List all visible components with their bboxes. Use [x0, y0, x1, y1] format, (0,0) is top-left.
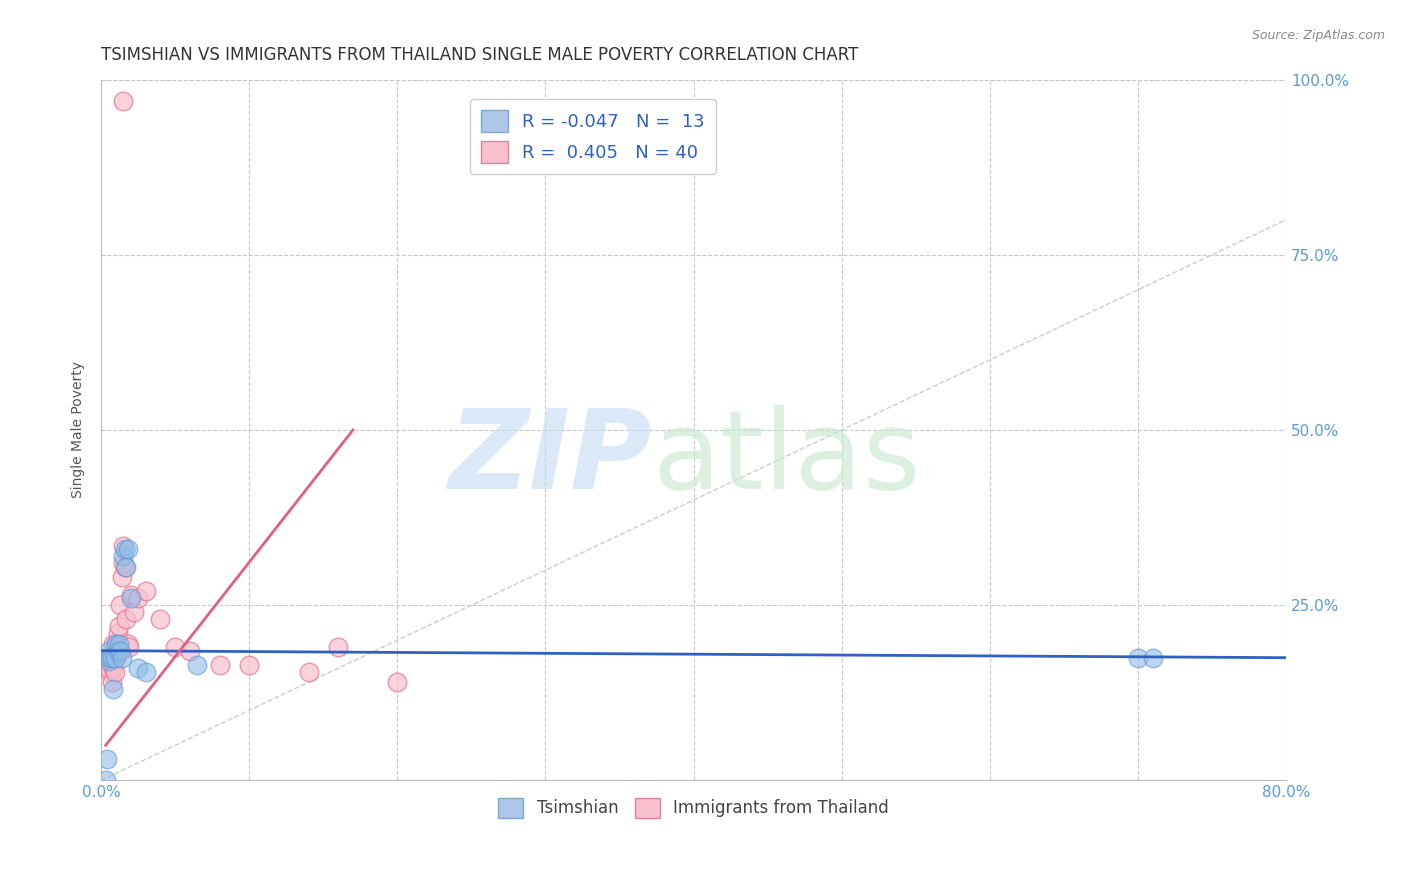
Point [165, 640, 187, 655]
Point [149, 612, 172, 626]
Point [238, 657, 260, 672]
Point [108, 637, 131, 651]
Point [101, 637, 124, 651]
Point [110, 643, 132, 657]
Point [122, 605, 145, 619]
Point [98, 665, 121, 679]
Point [108, 619, 131, 633]
Point [94, 650, 117, 665]
Point [297, 665, 319, 679]
Point [94, 773, 117, 788]
Point [208, 657, 231, 672]
Point [105, 650, 128, 665]
Point [114, 542, 136, 557]
Point [96, 661, 118, 675]
Point [120, 588, 142, 602]
Point [135, 584, 157, 599]
Point [111, 570, 134, 584]
Point [101, 661, 124, 675]
Point [179, 643, 201, 657]
Y-axis label: Single Male Poverty: Single Male Poverty [72, 361, 86, 499]
Point [98, 650, 121, 665]
Point [103, 650, 125, 665]
Point [1142, 650, 1164, 665]
Point [100, 675, 122, 690]
Point [112, 549, 135, 563]
Point [328, 640, 350, 655]
Point [97, 654, 120, 668]
Point [98, 650, 121, 665]
Text: atlas: atlas [652, 404, 921, 511]
Point [97, 650, 120, 665]
Point [127, 591, 149, 606]
Point [107, 626, 129, 640]
Legend: Tsimshian, Immigrants from Thailand: Tsimshian, Immigrants from Thailand [492, 791, 896, 824]
Point [111, 650, 134, 665]
Point [96, 752, 118, 766]
Point [112, 556, 135, 570]
Point [107, 640, 129, 655]
Point [107, 643, 129, 657]
Point [100, 650, 122, 665]
Point [127, 661, 149, 675]
Point [101, 682, 124, 697]
Point [118, 640, 141, 655]
Point [96, 650, 118, 665]
Point [186, 657, 208, 672]
Point [114, 559, 136, 574]
Text: ZIP: ZIP [449, 404, 652, 511]
Point [105, 637, 128, 651]
Point [115, 612, 138, 626]
Point [110, 598, 132, 612]
Point [112, 94, 135, 108]
Point [120, 591, 142, 606]
Point [100, 650, 122, 665]
Point [105, 637, 128, 651]
Point [97, 643, 120, 657]
Point [117, 637, 139, 651]
Point [115, 559, 138, 574]
Point [387, 675, 409, 690]
Point [135, 665, 157, 679]
Text: Source: ZipAtlas.com: Source: ZipAtlas.com [1251, 29, 1385, 42]
Point [103, 650, 125, 665]
Point [97, 661, 120, 675]
Text: TSIMSHIAN VS IMMIGRANTS FROM THAILAND SINGLE MALE POVERTY CORRELATION CHART: TSIMSHIAN VS IMMIGRANTS FROM THAILAND SI… [101, 46, 859, 64]
Point [1126, 650, 1149, 665]
Point [112, 539, 135, 553]
Point [117, 542, 139, 557]
Point [103, 665, 125, 679]
